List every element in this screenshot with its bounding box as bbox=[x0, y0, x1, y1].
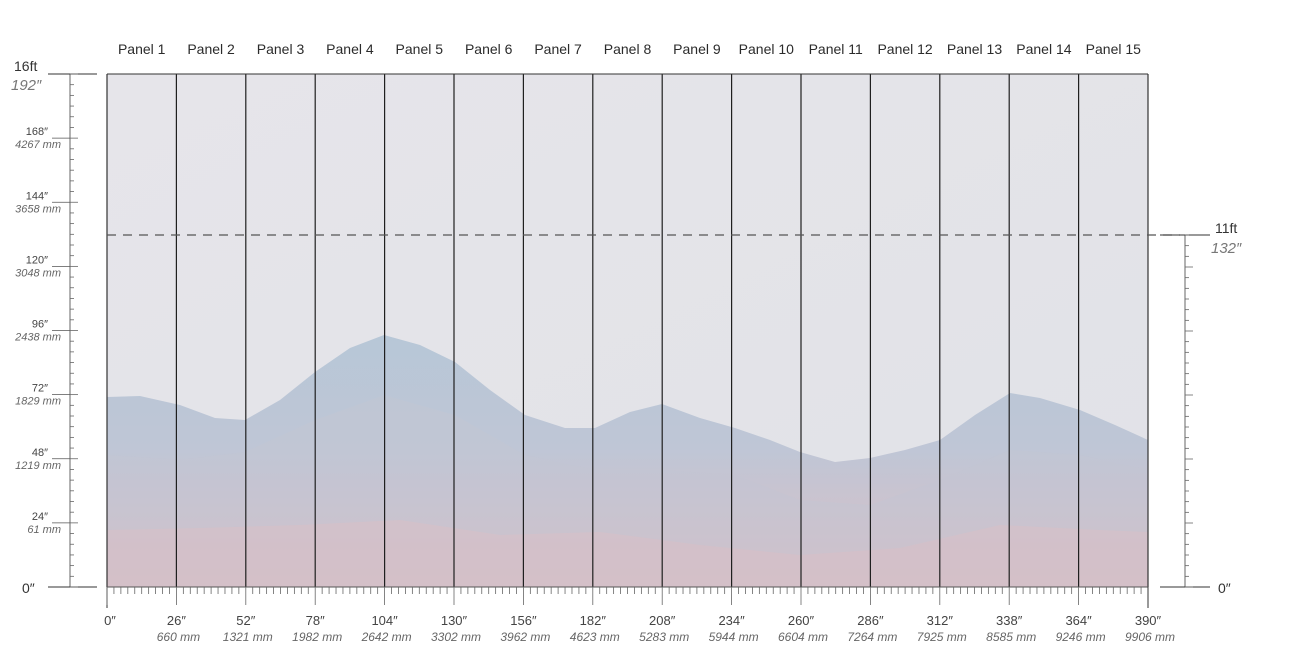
panel-label: Panel 4 bbox=[326, 41, 374, 57]
panel-label: Panel 7 bbox=[534, 41, 582, 57]
left-inch-label: 168″ bbox=[26, 126, 48, 138]
bottom-mm-label: 2642 mm bbox=[361, 630, 412, 644]
mountain-base-band bbox=[107, 520, 1148, 587]
left-mm-label: 61 mm bbox=[27, 524, 61, 536]
bottom-inch-label: 390″ bbox=[1135, 613, 1162, 628]
bottom-mm-label: 660 mm bbox=[157, 630, 200, 644]
bottom-mm-label: 5283 mm bbox=[639, 630, 689, 644]
panel-label: Panel 2 bbox=[187, 41, 235, 57]
panel-label: Panel 14 bbox=[1016, 41, 1071, 57]
panel-label: Panel 13 bbox=[947, 41, 1002, 57]
left-inch-label: 24″ bbox=[32, 511, 48, 523]
bottom-mm-label: 1982 mm bbox=[292, 630, 342, 644]
bottom-inch-label: 234″ bbox=[718, 613, 745, 628]
panel-label: Panel 12 bbox=[877, 41, 932, 57]
bottom-mm-label: 1321 mm bbox=[223, 630, 273, 644]
bottom-mm-label: 9906 mm bbox=[1125, 630, 1175, 644]
bottom-inch-label: 26″ bbox=[167, 613, 186, 628]
bottom-inch-label: 0″ bbox=[104, 613, 116, 628]
bottom-mm-label: 4623 mm bbox=[570, 630, 620, 644]
left-inch-label: 144″ bbox=[26, 190, 48, 202]
panel-separators bbox=[106, 73, 1149, 587]
bottom-mm-label: 7925 mm bbox=[917, 630, 967, 644]
bottom-mm-label: 6604 mm bbox=[778, 630, 828, 644]
bottom-inch-label: 78″ bbox=[306, 613, 325, 628]
ruler-top-inches-label: 192″ bbox=[11, 77, 42, 94]
ruler-top-feet-label: 16ft bbox=[14, 58, 37, 74]
right-ruler-inches-label: 132″ bbox=[1211, 240, 1242, 257]
bottom-inch-label: 104″ bbox=[371, 613, 398, 628]
bottom-mm-label: 9246 mm bbox=[1056, 630, 1106, 644]
right-height-ruler: 11ft 132″ 0″ bbox=[1160, 220, 1242, 596]
left-inch-label: 120″ bbox=[26, 254, 48, 266]
bottom-inch-label: 312″ bbox=[927, 613, 954, 628]
bottom-inch-label: 286″ bbox=[857, 613, 884, 628]
panel-label: Panel 6 bbox=[465, 41, 513, 57]
left-mm-label: 2438 mm bbox=[14, 332, 61, 344]
panel-labels: Panel 1 Panel 2 Panel 3 Panel 4 Panel 5 Panel… bbox=[118, 41, 1141, 57]
panel-label: Panel 8 bbox=[604, 41, 652, 57]
left-height-ruler: 16ft 192″ 0″ 168″4267 mm 144″3658 mm 120″3… bbox=[11, 58, 97, 596]
panel-label: Panel 5 bbox=[396, 41, 444, 57]
left-mm-label: 3658 mm bbox=[15, 203, 61, 215]
bottom-inch-label: 182″ bbox=[580, 613, 607, 628]
bottom-inch-label: 130″ bbox=[441, 613, 468, 628]
left-mm-label: 4267 mm bbox=[15, 139, 61, 151]
panel-label: Panel 11 bbox=[809, 41, 863, 57]
left-inch-label: 72″ bbox=[32, 383, 48, 395]
bottom-mm-label: 5944 mm bbox=[709, 630, 759, 644]
bottom-width-ruler: 0″ 26″ 660 mm 52″ 1321 mm 78″ 1982 mm 104″ 2642 … bbox=[104, 586, 1175, 644]
bottom-mm-label: 8585 mm bbox=[986, 630, 1036, 644]
panel-label: Panel 3 bbox=[257, 41, 305, 57]
ruler-zero-label: 0″ bbox=[22, 580, 35, 596]
bottom-inch-label: 156″ bbox=[510, 613, 537, 628]
left-mm-label: 1829 mm bbox=[15, 396, 61, 408]
panel-label: Panel 15 bbox=[1086, 41, 1141, 57]
bottom-mm-label: 7264 mm bbox=[847, 630, 897, 644]
right-ruler-feet-label: 11ft bbox=[1215, 220, 1237, 236]
left-mm-label: 1219 mm bbox=[15, 460, 61, 472]
panel-label: Panel 9 bbox=[673, 41, 721, 57]
right-ruler-zero-label: 0″ bbox=[1218, 580, 1231, 596]
bottom-inch-label: 364″ bbox=[1065, 613, 1092, 628]
left-inch-label: 48″ bbox=[32, 447, 48, 459]
panel-label: Panel 10 bbox=[739, 41, 794, 57]
bottom-inch-label: 260″ bbox=[788, 613, 815, 628]
panel-label: Panel 1 bbox=[118, 41, 166, 57]
left-inch-label: 96″ bbox=[32, 319, 48, 331]
wallpaper-image bbox=[107, 74, 1148, 587]
bottom-mm-label: 3962 mm bbox=[500, 630, 550, 644]
left-mm-label: 3048 mm bbox=[15, 267, 61, 279]
bottom-inch-label: 52″ bbox=[236, 613, 255, 628]
bottom-inch-label: 338″ bbox=[996, 613, 1023, 628]
bottom-mm-label: 3302 mm bbox=[431, 630, 481, 644]
bottom-inch-label: 208″ bbox=[649, 613, 676, 628]
